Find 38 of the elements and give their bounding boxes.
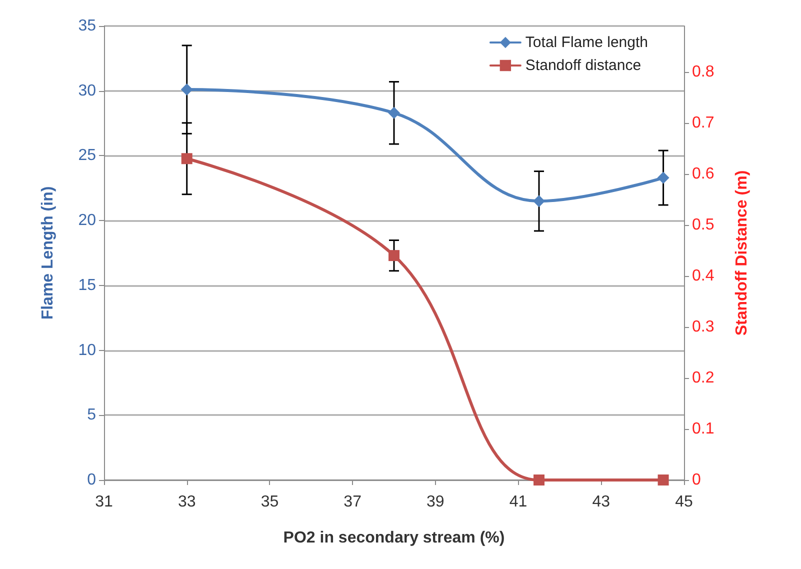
point — [658, 474, 669, 486]
y2-tick-label: 0.3 — [692, 318, 714, 336]
y-tick-label: 0 — [87, 472, 96, 488]
y2-axis-title: Standoff Distance (m) — [734, 170, 750, 336]
y2-tick-label: 0.5 — [692, 216, 714, 234]
point — [388, 106, 400, 119]
y-tick-label: 20 — [78, 212, 96, 230]
y-axis-title: Flame Length (in) — [40, 186, 56, 320]
x-axis-title: PO2 in secondary stream (%) — [283, 530, 505, 546]
legend-label: Standoff distance — [525, 57, 642, 74]
point — [388, 250, 400, 262]
x-tick-label: 45 — [675, 494, 693, 510]
y-tick-label: 10 — [78, 342, 96, 359]
y-tick-label: 15 — [78, 276, 96, 294]
y2-tick-label: 0.6 — [692, 165, 714, 182]
y-tick-label: 25 — [78, 147, 96, 164]
point — [533, 195, 545, 208]
point — [181, 153, 192, 164]
x-tick-label: 37 — [344, 494, 362, 510]
point — [534, 474, 544, 486]
x-tick-label: 33 — [178, 494, 196, 510]
y2-tick-label: 0.1 — [692, 420, 714, 438]
y2-tick-label: 0.7 — [692, 114, 714, 132]
y-tick-label: 30 — [78, 82, 96, 100]
point — [657, 172, 670, 184]
y2-tick-label: 0.4 — [692, 267, 714, 284]
x-tick-label: 31 — [95, 494, 113, 510]
x-tick-label: 35 — [260, 494, 279, 510]
x-tick-label: 39 — [426, 494, 444, 510]
point — [180, 84, 193, 96]
legend-label: Total Flame length — [525, 34, 648, 51]
y2-tick-label: 0 — [692, 472, 701, 488]
x-tick-label: 41 — [509, 494, 528, 510]
x-tick-label: 43 — [592, 494, 610, 510]
y2-tick-label: 0.8 — [692, 63, 714, 80]
y2-tick-label: 0.2 — [692, 369, 714, 386]
y-tick-label: 5 — [87, 406, 96, 424]
y-tick-label: 35 — [78, 18, 96, 34]
